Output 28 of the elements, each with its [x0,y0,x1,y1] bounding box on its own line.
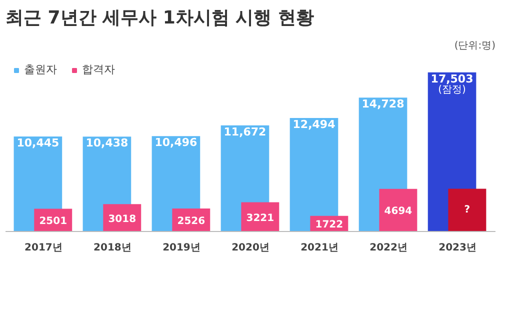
data-label: 3221 [246,212,274,224]
x-tick-label: 2021년 [300,242,338,254]
annotation: (잠정) [438,84,466,96]
chart-subtitle: (단위:명) [454,40,496,52]
data-label: 11,672 [224,125,266,138]
data-label: 1722 [315,220,344,231]
data-label: ? [464,204,470,216]
data-label: 10,496 [154,136,198,150]
data-label: 3018 [108,214,136,225]
data-label: 17,503 [430,72,474,86]
bar [448,188,486,232]
data-label: 12,494 [292,118,336,132]
legend-label: 출원자 [24,62,57,77]
legend-label: 합격자 [82,62,115,77]
x-tick-label: 2023년 [438,242,476,254]
data-label: 10,445 [16,136,60,150]
data-label: 4694 [384,206,412,218]
data-label: 2526 [177,216,206,228]
x-tick-label: 2020년 [232,242,270,254]
x-tick-label: 2019년 [162,242,200,254]
data-label: 2501 [39,216,68,228]
x-tick-label: 2022년 [370,242,408,254]
data-label: 10,438 [86,136,128,150]
x-tick-label: 2018년 [94,242,132,254]
bar [379,188,418,232]
x-tick-label: 2017년 [24,242,62,254]
data-label: 14,728 [362,98,404,111]
chart-title: 최근 7년간 세무사 1차시험 시행 현황 [6,8,314,28]
